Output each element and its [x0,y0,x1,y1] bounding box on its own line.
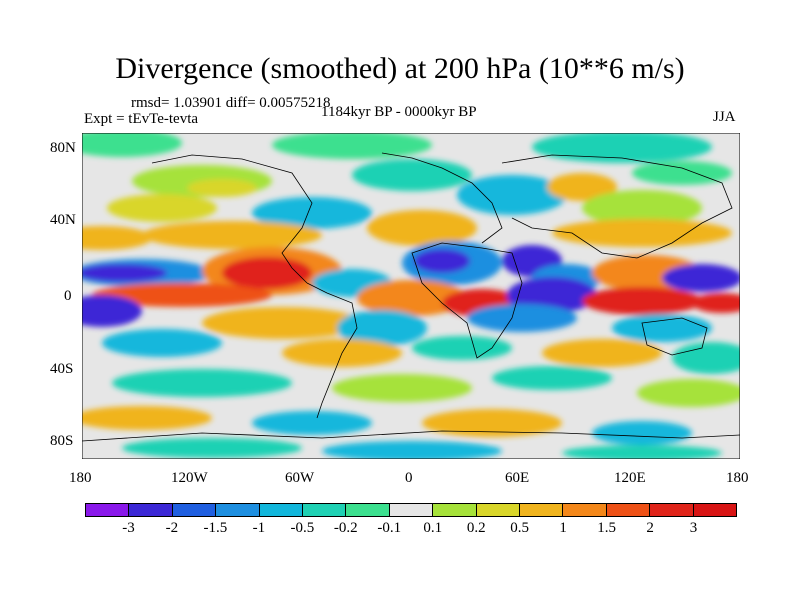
lon-label-120e: 120E [614,470,646,486]
colorbar-label: -0.1 [377,520,402,536]
lon-label-180e: 180 [726,470,749,486]
season-label: JJA [713,109,736,125]
colorbar-label: 0.2 [466,520,486,536]
colorbar-swatch [388,504,433,516]
stats-text: rmsd= 1.03901 diff= 0.00575218 [131,95,331,111]
colorbar-swatch [432,504,476,516]
lon-label-180w: 180 [69,470,92,486]
colorbar-swatch [649,504,693,516]
divergence-map [82,133,740,459]
colorbar-swatch [171,504,216,516]
colorbar-label: 1.5 [597,520,616,536]
lon-label-0: 0 [405,470,413,486]
colorbar-swatch [215,504,259,516]
colorbar-swatch [475,504,520,516]
coast-asia [501,154,733,259]
colorbar-swatch [86,504,129,516]
lat-label-equator: 0 [64,288,72,304]
colorbar-label: -0.2 [333,520,358,536]
coast-antarctica [82,430,740,442]
lat-label-80n: 80N [50,140,76,156]
lon-label-60w: 60W [285,470,315,486]
coast-australia [641,317,708,356]
lon-label-120w: 120W [171,470,208,486]
colorbar-label: -0.5 [290,520,315,536]
plot-title: Divergence (smoothed) at 200 hPa (10**6 … [115,52,685,85]
coastlines [82,152,740,442]
colorbar-label: 2 [646,520,654,536]
colorbar-swatch [258,504,303,516]
colorbar-swatch [562,504,606,516]
lat-label-80s: 80S [50,433,74,449]
colorbar-swatch [345,504,389,516]
colorbar-label: -1.5 [203,520,228,536]
period-label: 1184kyr BP - 0000kyr BP [321,104,477,120]
colorbar-swatch [519,504,563,516]
colorbar-label: -3 [122,520,135,536]
colorbar-swatch [302,504,346,516]
experiment-label: Expt = tEvTe-tevta [84,111,199,127]
colorbar-label: -2 [165,520,179,536]
coast-north-america [151,154,313,284]
coast-africa [411,242,523,359]
colorbar-label: 3 [689,520,698,536]
colorbar-label: 1 [559,520,567,536]
lon-label-60e: 60E [505,470,530,486]
lat-label-40n: 40N [50,212,76,228]
colorbar [85,503,737,517]
colorbar-label: 0.5 [510,520,530,536]
colorbar-swatch [692,504,737,516]
lat-label-40s: 40S [50,361,74,377]
coast-europe [381,152,503,244]
colorbar-label: -1 [252,520,266,536]
colorbar-label: 0.1 [423,520,443,536]
contour-fields [82,133,740,459]
coast-south-america [306,282,358,419]
colorbar-swatch [605,504,650,516]
colorbar-swatch [128,504,172,516]
colorbar-labels: -3 -2 -1.5 -1 -0.5 -0.2 -0.1 0.1 0.2 0.5 1 1.5 2 3 [85,520,737,540]
